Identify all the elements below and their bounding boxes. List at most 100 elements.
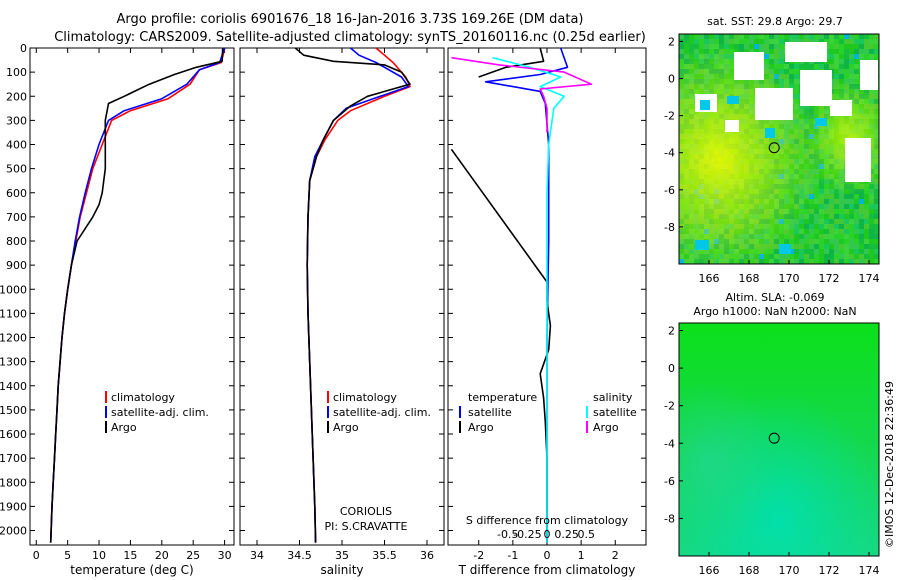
argo-position-marker bbox=[768, 432, 780, 444]
map-lon-label: 174 bbox=[859, 272, 880, 285]
salinity-axes-frame bbox=[239, 47, 445, 546]
x-tick-label: 34.5 bbox=[287, 549, 312, 562]
map-lat-label: -2 bbox=[664, 110, 675, 123]
data-centre-label: CORIOLIS bbox=[340, 505, 392, 518]
legend-climatology-label: climatology bbox=[111, 391, 175, 404]
x-tick-label: 1 bbox=[578, 549, 585, 562]
map-lon-label: 172 bbox=[819, 272, 840, 285]
series-line-satellite-adj-clim- bbox=[49, 48, 226, 543]
depth-tick-label: 1700 bbox=[0, 452, 27, 465]
depth-tick-label: 1900 bbox=[0, 500, 27, 513]
difference-series bbox=[450, 48, 593, 543]
figure-title-line2: Climatology: CARS2009. Satellite-adjuste… bbox=[54, 30, 646, 45]
salinity-axis-ticks: 34 34.5 35 35.5 36 bbox=[250, 48, 434, 562]
s-diff-tick-label: 0.5 bbox=[578, 528, 596, 541]
map-lat-label: 0 bbox=[668, 362, 675, 375]
s-difference-title: S difference from climatology bbox=[466, 514, 629, 527]
map-lat-label: -8 bbox=[664, 221, 675, 234]
x-tick-label: 30 bbox=[218, 549, 232, 562]
x-tick-label: 34 bbox=[250, 549, 264, 562]
depth-tick-label: 500 bbox=[6, 163, 27, 176]
depth-tick-label: 0 bbox=[20, 42, 27, 55]
series-line-satellite-adj-clim- bbox=[306, 48, 410, 543]
map-lon-label: 170 bbox=[779, 272, 800, 285]
sla-map-title: Altim. SLA: -0.069 bbox=[725, 291, 824, 304]
salinity-series bbox=[294, 48, 411, 543]
map-lon-label: 168 bbox=[739, 272, 760, 285]
x-tick-label: 5 bbox=[64, 549, 71, 562]
sla-map-ticks: 166 168 170 172 174 2 0 -2 -4 -6 -8 bbox=[664, 325, 879, 577]
temperature-xlabel: temperature (deg C) bbox=[70, 563, 193, 577]
legend-argo-label: Argo bbox=[333, 421, 359, 434]
s-diff-tick-label: 0 bbox=[544, 528, 551, 541]
sst-map-frame bbox=[678, 33, 880, 265]
salinity-depth-ticks bbox=[240, 47, 444, 532]
x-tick-label: 20 bbox=[155, 549, 169, 562]
sst-no-data-patch bbox=[830, 100, 852, 116]
map-lon-label: 166 bbox=[699, 272, 720, 285]
series-line-climatology bbox=[306, 48, 411, 543]
map-lon-label: 172 bbox=[819, 564, 840, 577]
t-difference-xlabel: T difference from climatology bbox=[458, 563, 636, 577]
map-lat-label: -8 bbox=[664, 512, 675, 525]
sst-no-data-patch bbox=[725, 120, 739, 132]
depth-tick-label: 1800 bbox=[0, 476, 27, 489]
t-difference-axis-ticks: -2 -1 0 1 2 bbox=[473, 48, 619, 562]
series-line-t-argo bbox=[450, 148, 552, 543]
depth-tick-label: 1400 bbox=[0, 380, 27, 393]
temperature-panel: 0100200300400500600700800900100011001200… bbox=[0, 42, 235, 577]
figure-title-line1: Argo profile: coriolis 6901676_18 16-Jan… bbox=[117, 12, 584, 27]
legend-climatology-label: climatology bbox=[333, 391, 397, 404]
map-lat-label: 0 bbox=[668, 73, 675, 86]
series-line-climatology bbox=[49, 48, 226, 543]
sst-map-ticks: 166 168 170 172 174 2 0 -2 -4 -6 -8 bbox=[664, 35, 879, 285]
x-tick-label: 15 bbox=[123, 549, 137, 562]
depth-tick-label: 100 bbox=[6, 66, 27, 79]
sst-cool-patch bbox=[765, 128, 775, 138]
map-lat-label: -6 bbox=[664, 184, 675, 197]
x-tick-label: 0 bbox=[33, 549, 40, 562]
map-lat-label: -6 bbox=[664, 475, 675, 488]
series-line-s-satellite bbox=[492, 56, 565, 543]
argo-position-marker bbox=[768, 142, 780, 154]
sst-no-data-patch bbox=[734, 52, 764, 80]
map-lat-label: -4 bbox=[664, 437, 675, 450]
s-diff-tick-label: -0.5 bbox=[497, 528, 518, 541]
sst-cool-patch bbox=[700, 100, 710, 110]
depth-axis-ticks: 0 100 200 300 400 500 600 700 800 900 1000 1100 1200… bbox=[0, 42, 234, 538]
depth-tick-label: 800 bbox=[6, 235, 27, 248]
map-lat-label: 2 bbox=[668, 325, 675, 338]
x-tick-label: 0 bbox=[544, 549, 551, 562]
sst-no-data-patch bbox=[755, 88, 793, 120]
x-tick-label: -1 bbox=[507, 549, 518, 562]
x-tick-label: -2 bbox=[473, 549, 484, 562]
depth-tick-label: 2000 bbox=[0, 525, 27, 538]
difference-legend: temperature satellite Argo salinity sate… bbox=[459, 391, 637, 434]
series-line-s-argo bbox=[451, 56, 593, 133]
x-tick-label: 10 bbox=[92, 549, 106, 562]
depth-tick-label: 1500 bbox=[0, 404, 27, 417]
x-tick-label: 2 bbox=[612, 549, 619, 562]
map-lon-label: 170 bbox=[779, 564, 800, 577]
legend-satellite-label: satellite-adj. clim. bbox=[333, 406, 431, 419]
legend-satellite-label: satellite-adj. clim. bbox=[111, 406, 209, 419]
map-lat-label: 2 bbox=[668, 35, 675, 48]
x-tick-label: 25 bbox=[186, 549, 200, 562]
depth-tick-label: 200 bbox=[6, 90, 27, 103]
legend-salinity-title: salinity bbox=[593, 391, 633, 404]
temperature-axes-frame bbox=[29, 47, 235, 546]
sla-map-frame bbox=[678, 322, 880, 557]
depth-tick-label: 300 bbox=[6, 114, 27, 127]
imos-stamp: ©IMOS 12-Dec-2018 22:36:49 bbox=[883, 381, 896, 548]
sst-map-panel: sat. SST: 29.8 Argo: 29.7 166 168 170 172 17… bbox=[664, 15, 880, 285]
sst-no-data-patch bbox=[785, 42, 827, 62]
sla-heatmap bbox=[679, 323, 879, 556]
pi-label: PI: S.CRAVATTE bbox=[325, 520, 408, 533]
s-diff-tick-label: -0.25 bbox=[513, 528, 541, 541]
sst-no-data-patch bbox=[860, 60, 878, 90]
difference-panel: -2 -1 0 1 2 temperature satellite Argo salin… bbox=[447, 47, 647, 577]
series-line-t-argo-surface bbox=[478, 48, 545, 78]
depth-tick-label: 400 bbox=[6, 139, 27, 152]
depth-tick-label: 1200 bbox=[0, 332, 27, 345]
sla-map-panel: Altim. SLA: -0.069 Argo h1000: NaN h2000… bbox=[664, 291, 880, 577]
